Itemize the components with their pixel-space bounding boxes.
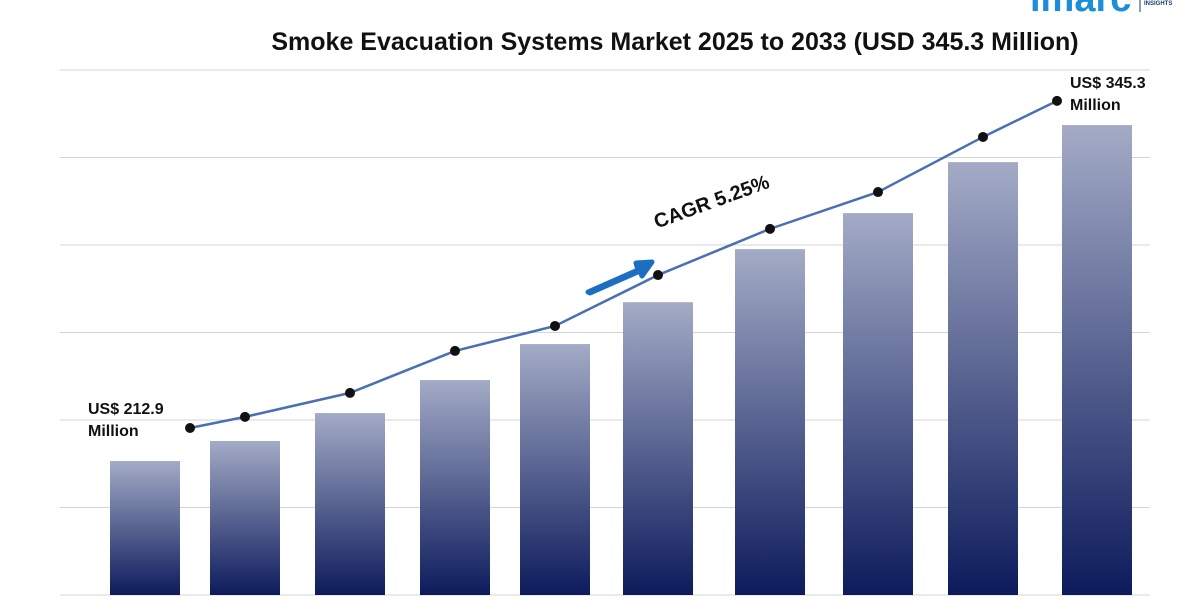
line-point <box>873 187 883 198</box>
bar <box>420 380 490 595</box>
line-point <box>978 131 988 142</box>
line-point <box>1052 95 1062 106</box>
cagr-arrow <box>585 259 655 296</box>
bar <box>735 249 805 595</box>
line-point <box>765 223 775 234</box>
logo: imarc <box>1030 0 1131 21</box>
bar <box>210 440 280 595</box>
value-label: US$ 345.3 Million <box>1070 75 1146 115</box>
line-point <box>450 345 460 356</box>
logo-tagline: INSIGHTS <box>1144 1 1173 7</box>
bar <box>110 461 180 595</box>
line-point <box>653 270 663 281</box>
bar <box>843 213 913 595</box>
bar <box>520 344 590 595</box>
line-point <box>345 387 355 398</box>
bar <box>1062 125 1132 595</box>
line-point <box>240 411 250 422</box>
chart-title: Smoke Evacuation Systems Market 2025 to … <box>271 28 1079 56</box>
line-point <box>185 422 195 433</box>
bar <box>948 162 1018 595</box>
line-point <box>550 320 560 331</box>
value-label: US$ 212.9 Million <box>88 401 164 441</box>
line <box>189 99 1058 430</box>
bar <box>623 302 693 595</box>
bar <box>315 413 385 595</box>
